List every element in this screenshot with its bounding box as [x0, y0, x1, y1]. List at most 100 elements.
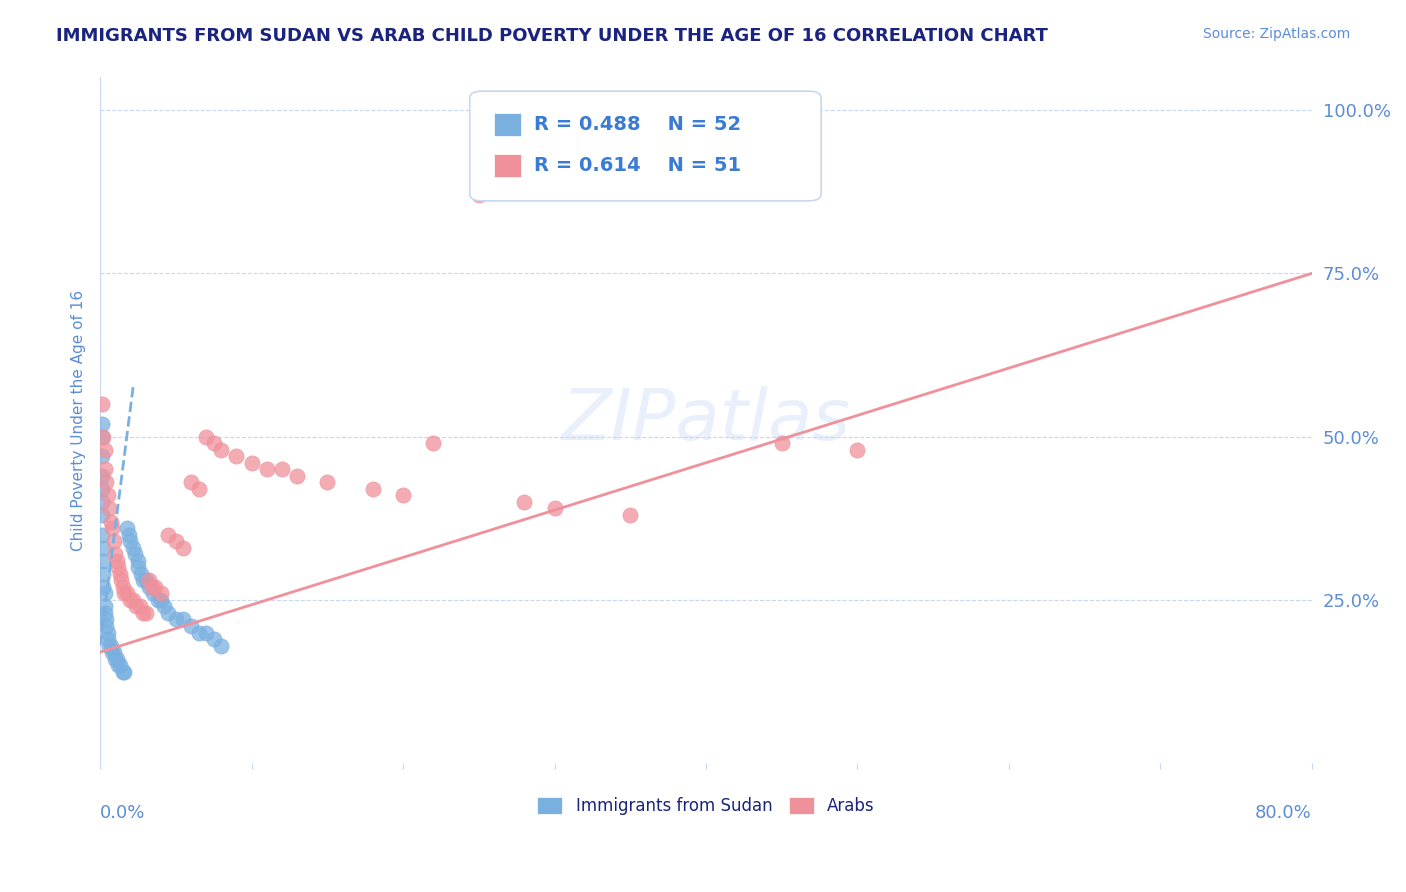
Text: ZIPatlas: ZIPatlas: [561, 385, 851, 455]
Point: [100, 639, 122, 653]
Point: [543, 501, 565, 516]
FancyBboxPatch shape: [494, 154, 520, 177]
Point: [101, 645, 124, 659]
Point: [138, 580, 160, 594]
Point: [97, 625, 120, 640]
Point: [157, 527, 180, 541]
Point: [120, 534, 142, 549]
Point: [110, 574, 132, 588]
Text: R = 0.488    N = 52: R = 0.488 N = 52: [534, 114, 741, 134]
Point: [285, 468, 308, 483]
Point: [316, 475, 339, 490]
Point: [93, 599, 115, 614]
Point: [146, 592, 169, 607]
Point: [118, 527, 141, 541]
Text: 0.0%: 0.0%: [100, 805, 145, 822]
Point: [138, 574, 160, 588]
Point: [100, 515, 122, 529]
Point: [91, 429, 114, 443]
Y-axis label: Child Poverty Under the Age of 16: Child Poverty Under the Age of 16: [72, 290, 86, 551]
Point: [93, 462, 115, 476]
Point: [90, 417, 112, 431]
Point: [361, 482, 384, 496]
Point: [105, 554, 128, 568]
Point: [90, 429, 112, 443]
Point: [256, 462, 278, 476]
Point: [209, 639, 232, 653]
Point: [90, 449, 112, 463]
Point: [111, 580, 134, 594]
Point: [90, 508, 112, 522]
Point: [180, 619, 202, 633]
Point: [172, 541, 194, 555]
Point: [187, 625, 209, 640]
Point: [91, 580, 114, 594]
Point: [131, 606, 153, 620]
Point: [127, 554, 149, 568]
Point: [142, 586, 165, 600]
Point: [90, 397, 112, 411]
Point: [90, 468, 112, 483]
Point: [225, 449, 247, 463]
Point: [172, 612, 194, 626]
Point: [149, 592, 172, 607]
Point: [513, 495, 536, 509]
Point: [422, 436, 444, 450]
Text: Source: ZipAtlas.com: Source: ZipAtlas.com: [1202, 27, 1350, 41]
Point: [96, 612, 118, 626]
Text: 80.0%: 80.0%: [1256, 805, 1312, 822]
Point: [96, 475, 118, 490]
Point: [91, 554, 114, 568]
Point: [90, 495, 112, 509]
Point: [165, 612, 187, 626]
Point: [135, 606, 157, 620]
Point: [124, 547, 146, 561]
Point: [468, 188, 491, 202]
Point: [90, 482, 112, 496]
Point: [117, 521, 139, 535]
Point: [125, 599, 148, 614]
Point: [111, 665, 134, 679]
Point: [187, 482, 209, 496]
Point: [120, 592, 142, 607]
Point: [108, 658, 131, 673]
Point: [128, 599, 150, 614]
Point: [97, 488, 120, 502]
Point: [209, 442, 232, 457]
Point: [770, 436, 793, 450]
Point: [165, 534, 187, 549]
Point: [107, 658, 129, 673]
Point: [117, 586, 139, 600]
Text: IMMIGRANTS FROM SUDAN VS ARAB CHILD POVERTY UNDER THE AGE OF 16 CORRELATION CHAR: IMMIGRANTS FROM SUDAN VS ARAB CHILD POVE…: [56, 27, 1047, 45]
Point: [104, 651, 127, 665]
Point: [104, 547, 127, 561]
Point: [127, 560, 149, 574]
Point: [112, 586, 135, 600]
Point: [93, 442, 115, 457]
Point: [157, 606, 180, 620]
Point: [93, 586, 115, 600]
Point: [270, 462, 292, 476]
Point: [103, 645, 125, 659]
Point: [135, 574, 157, 588]
Point: [202, 632, 225, 646]
Point: [108, 566, 131, 581]
Point: [141, 580, 163, 594]
Point: [107, 560, 129, 574]
Point: [91, 566, 114, 581]
Point: [392, 488, 415, 502]
Point: [131, 574, 153, 588]
Point: [96, 619, 118, 633]
Point: [122, 541, 145, 555]
Point: [122, 592, 145, 607]
FancyBboxPatch shape: [494, 113, 520, 136]
Point: [619, 508, 641, 522]
Point: [93, 606, 115, 620]
Point: [202, 436, 225, 450]
Point: [195, 625, 218, 640]
Point: [90, 527, 112, 541]
Point: [152, 599, 174, 614]
Point: [195, 429, 218, 443]
Point: [143, 580, 166, 594]
Point: [97, 632, 120, 646]
